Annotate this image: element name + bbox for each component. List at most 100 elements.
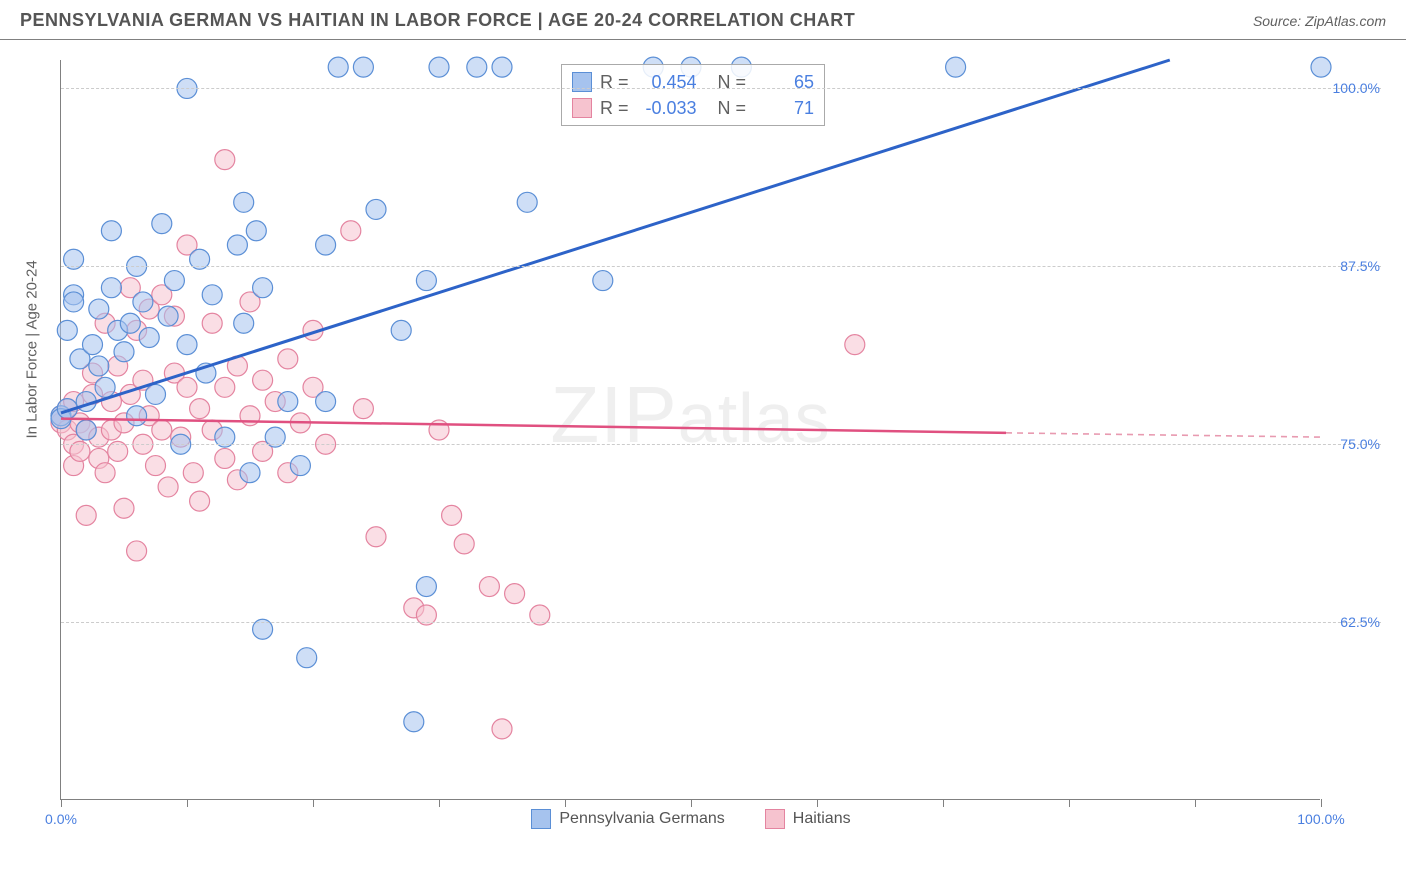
scatter-point [101, 221, 121, 241]
scatter-point [83, 335, 103, 355]
x-tick [565, 799, 566, 807]
scatter-point [366, 199, 386, 219]
scatter-point [114, 342, 134, 362]
scatter-point [416, 577, 436, 597]
x-tick [691, 799, 692, 807]
scatter-point [202, 285, 222, 305]
scatter-point [946, 57, 966, 77]
scatter-point [316, 235, 336, 255]
r-value-0: 0.454 [637, 69, 697, 95]
scatter-point [101, 278, 121, 298]
scatter-point [290, 456, 310, 476]
scatter-point [76, 420, 96, 440]
x-tick [313, 799, 314, 807]
scatter-point [152, 214, 172, 234]
stats-row-0: R = 0.454 N = 65 [572, 69, 814, 95]
scatter-point [146, 384, 166, 404]
scatter-point [416, 271, 436, 291]
scatter-point [64, 292, 84, 312]
r-label: R = [600, 69, 629, 95]
stats-legend: R = 0.454 N = 65 R = -0.033 N = 71 [561, 64, 825, 126]
x-tick [817, 799, 818, 807]
scatter-point [234, 192, 254, 212]
scatter-point [127, 406, 147, 426]
scatter-point [297, 648, 317, 668]
scatter-point [95, 377, 115, 397]
legend-label-1: Haitians [793, 810, 851, 828]
swatch-pink [572, 98, 592, 118]
y-tick-label: 75.0% [1340, 436, 1380, 452]
scatter-point [227, 235, 247, 255]
legend-label-0: Pennsylvania Germans [559, 810, 724, 828]
scatter-point [517, 192, 537, 212]
x-tick [1069, 799, 1070, 807]
scatter-point [391, 320, 411, 340]
scatter-point [57, 320, 77, 340]
scatter-point [114, 498, 134, 518]
scatter-point [328, 57, 348, 77]
x-tick [1321, 799, 1322, 807]
r-value-1: -0.033 [637, 95, 697, 121]
r-label: R = [600, 95, 629, 121]
x-tick [187, 799, 188, 807]
scatter-point [505, 584, 525, 604]
scatter-point [158, 477, 178, 497]
scatter-point [158, 306, 178, 326]
n-value-0: 65 [754, 69, 814, 95]
scatter-point [429, 57, 449, 77]
scatter-point [89, 299, 109, 319]
scatter-svg [61, 60, 1321, 800]
scatter-point [492, 719, 512, 739]
scatter-point [127, 541, 147, 561]
scatter-point [593, 271, 613, 291]
legend-item-0: Pennsylvania Germans [531, 809, 724, 829]
legend-swatch-blue [531, 809, 551, 829]
scatter-point [316, 392, 336, 412]
scatter-point [253, 278, 273, 298]
scatter-point [120, 313, 140, 333]
scatter-point [152, 420, 172, 440]
scatter-point [404, 712, 424, 732]
scatter-point [467, 57, 487, 77]
scatter-point [845, 335, 865, 355]
x-tick [61, 799, 62, 807]
n-value-1: 71 [754, 95, 814, 121]
source-label: Source: ZipAtlas.com [1253, 13, 1386, 29]
gridline-h [61, 266, 1381, 267]
x-label-left: 0.0% [45, 811, 77, 827]
y-tick-label: 87.5% [1340, 258, 1380, 274]
legend-item-1: Haitians [765, 809, 851, 829]
y-axis-title: In Labor Force | Age 20-24 [24, 260, 41, 438]
scatter-point [1311, 57, 1331, 77]
scatter-point [341, 221, 361, 241]
title-bar: PENNSYLVANIA GERMAN VS HAITIAN IN LABOR … [0, 0, 1406, 40]
scatter-point [139, 328, 159, 348]
scatter-point [246, 221, 266, 241]
scatter-point [234, 313, 254, 333]
scatter-point [215, 150, 235, 170]
x-tick [943, 799, 944, 807]
scatter-point [353, 57, 373, 77]
scatter-point [454, 534, 474, 554]
chart-container: In Labor Force | Age 20-24 ZIPatlas R = … [40, 60, 1380, 830]
gridline-h [61, 622, 1381, 623]
scatter-point [202, 313, 222, 333]
scatter-point [76, 505, 96, 525]
scatter-point [146, 456, 166, 476]
x-label-right: 100.0% [1297, 811, 1344, 827]
legend-swatch-pink [765, 809, 785, 829]
scatter-point [190, 491, 210, 511]
scatter-point [89, 356, 109, 376]
n-label: N = [718, 69, 747, 95]
scatter-point [353, 399, 373, 419]
scatter-point [278, 392, 298, 412]
scatter-point [164, 271, 184, 291]
chart-title: PENNSYLVANIA GERMAN VS HAITIAN IN LABOR … [20, 10, 855, 31]
bottom-legend: Pennsylvania Germans Haitians [61, 809, 1321, 829]
scatter-point [215, 377, 235, 397]
scatter-point [177, 335, 197, 355]
x-tick [439, 799, 440, 807]
n-label: N = [718, 95, 747, 121]
scatter-point [278, 349, 298, 369]
stats-row-1: R = -0.033 N = 71 [572, 95, 814, 121]
